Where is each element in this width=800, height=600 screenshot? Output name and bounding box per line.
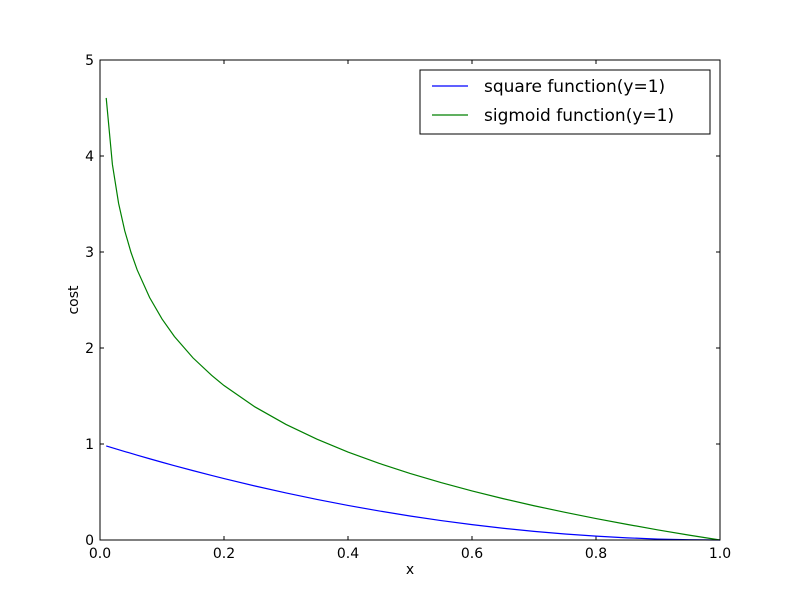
- x-tick-label: 1.0: [709, 546, 731, 562]
- tick-labels: 0.0 0.2 0.4 0.6 0.8 1.0 0 1 2 3 4 5: [85, 53, 731, 562]
- y-axis-label: cost: [66, 285, 82, 315]
- x-tick-label: 0.6: [461, 546, 483, 562]
- y-tick-label: 3: [85, 245, 94, 261]
- x-axis-label: x: [406, 562, 414, 578]
- x-tick-label: 0.4: [337, 546, 359, 562]
- y-tick-label: 2: [85, 341, 94, 357]
- legend-label-square-function: square function(y=1): [484, 77, 665, 97]
- y-tick-label: 1: [85, 437, 94, 453]
- y-tick-label: 0: [85, 533, 94, 549]
- plot-area: [100, 60, 720, 540]
- legend-box: [419, 69, 711, 135]
- x-tick-label: 0.2: [213, 546, 235, 562]
- legend: square function(y=1) sigmoid function(y=…: [419, 69, 711, 135]
- y-tick-label: 4: [85, 149, 94, 165]
- axes-frame: [99, 59, 721, 541]
- x-tick-label: 0.8: [585, 546, 607, 562]
- series-lines: [105, 97, 721, 541]
- x-tick-label: 0.0: [89, 546, 111, 562]
- legend-label-sigmoid-function: sigmoid function(y=1): [484, 106, 674, 126]
- y-tick-label: 5: [85, 53, 94, 69]
- series-line-square-function: [106, 445, 721, 541]
- series-line-sigmoid-function: [105, 97, 721, 541]
